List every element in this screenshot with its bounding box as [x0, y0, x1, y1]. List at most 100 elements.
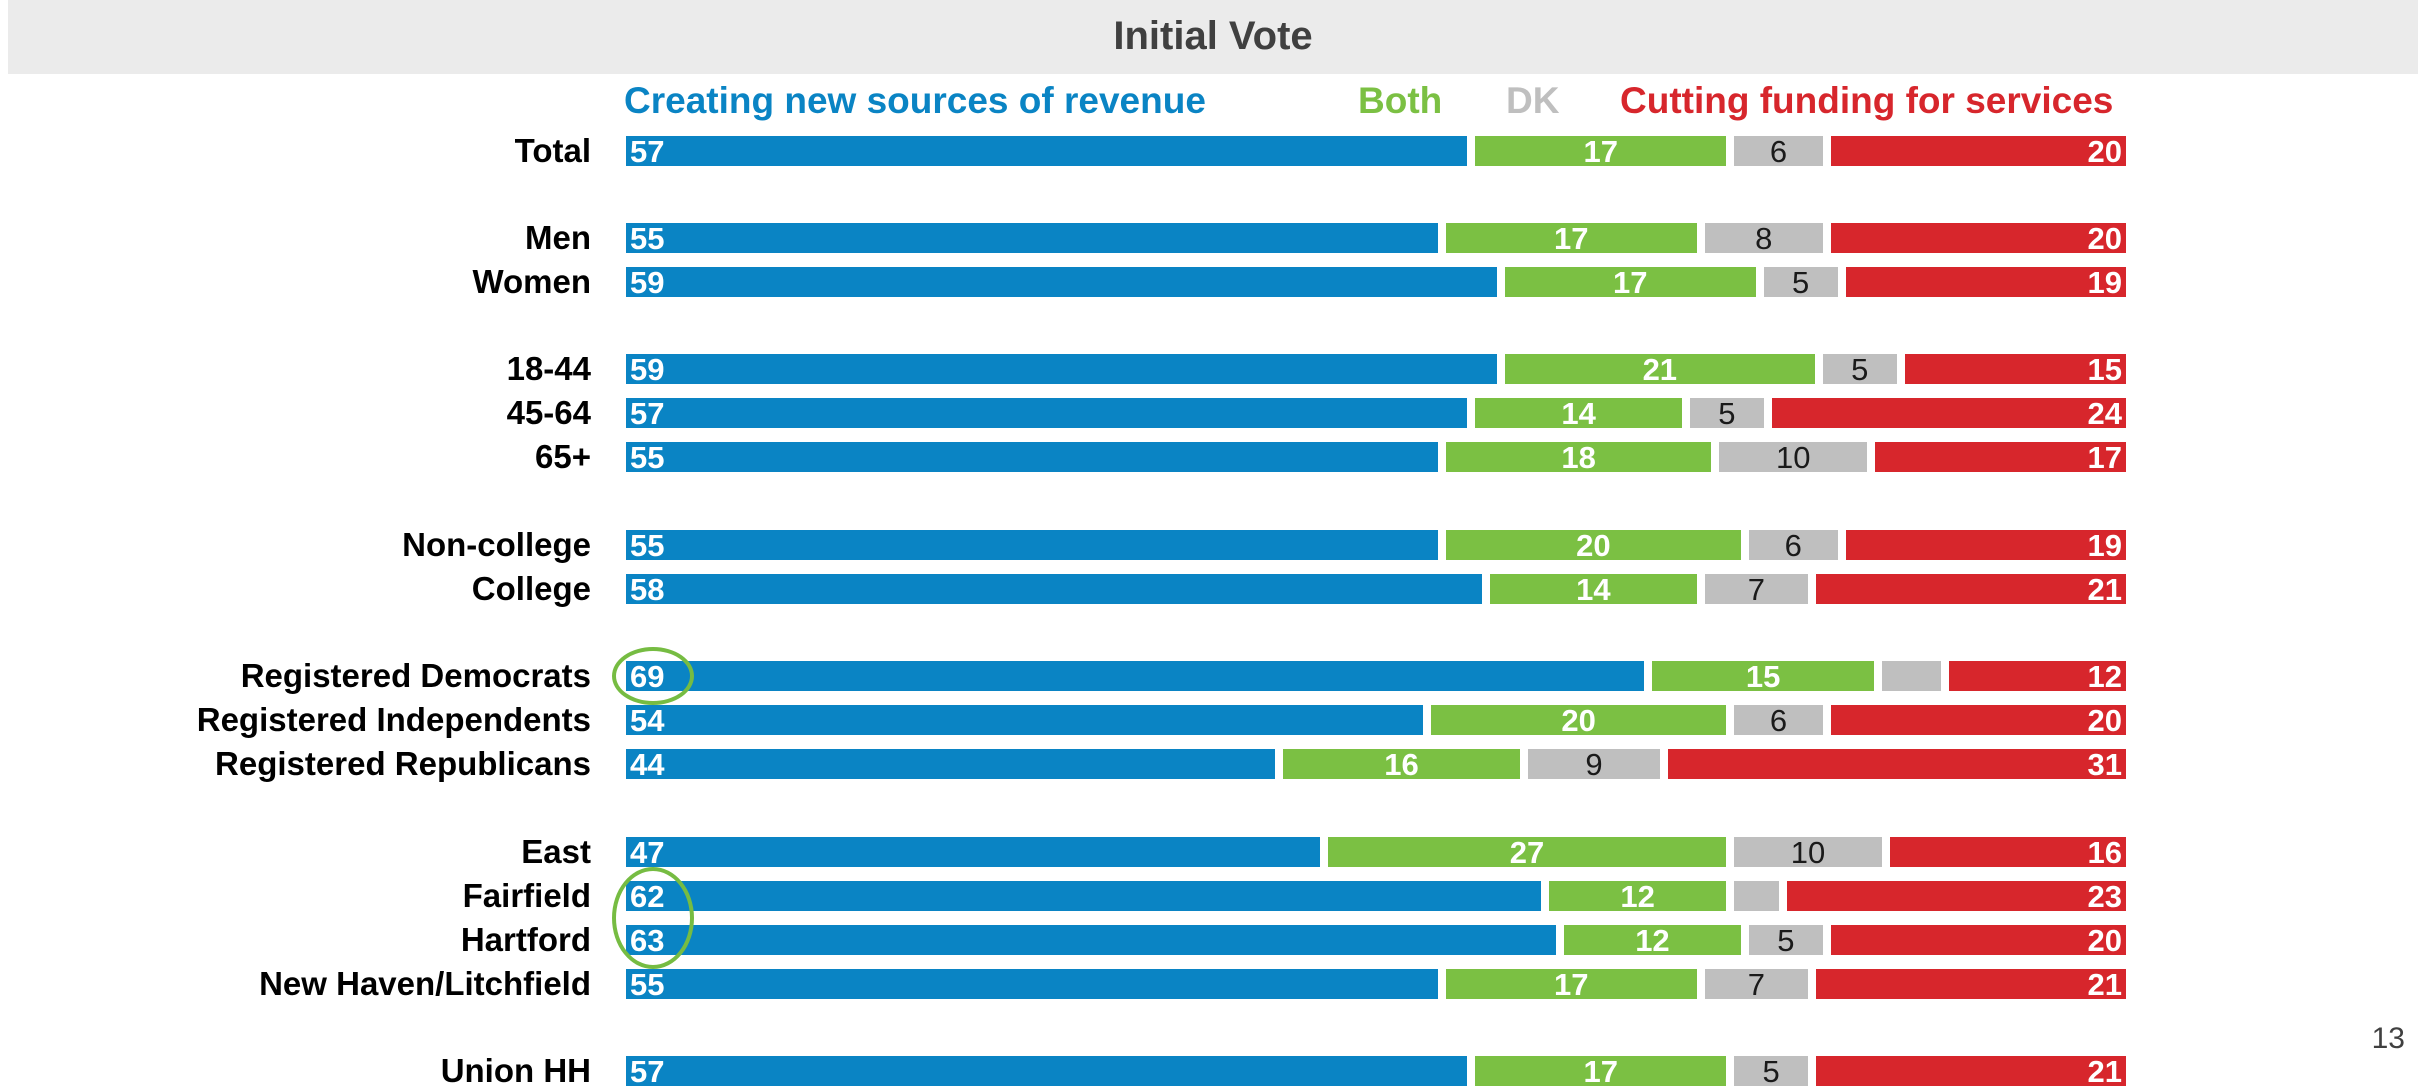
row-label: Registered Independents: [196, 701, 591, 738]
value-label-revenue: 57: [630, 396, 665, 431]
bar-revenue: 59: [626, 352, 1497, 387]
value-label-both: 12: [1635, 923, 1670, 958]
row-label: Registered Democrats: [240, 657, 591, 694]
value-label-both: 15: [1745, 659, 1781, 694]
bar-revenue: 69: [626, 661, 1645, 693]
value-label-both: 17: [1613, 265, 1648, 300]
value-label-cut: 20: [2087, 923, 2122, 958]
value-label-dk: 7: [1747, 967, 1765, 1002]
value-label-revenue: 55: [630, 221, 665, 256]
value-label-dk: 9: [1585, 747, 1603, 782]
bar-dk: 5: [1763, 265, 1838, 300]
bar-cut: 21: [1816, 1054, 2126, 1089]
value-label-dk: 10: [1776, 440, 1811, 475]
value-label-revenue: 55: [630, 967, 665, 1002]
bar-cut: 21: [1816, 969, 2126, 1001]
value-label-both: 17: [1583, 1054, 1618, 1089]
value-label-dk: 8: [1755, 221, 1773, 256]
value-label-dk: [1882, 661, 1941, 691]
row-label: Union HH: [440, 1052, 591, 1089]
bar-both: 20: [1431, 705, 1727, 737]
bar-both: 17: [1445, 967, 1697, 1002]
bar-revenue: 47: [626, 835, 1320, 870]
bar-both: 17: [1504, 265, 1756, 300]
row-label: Hartford: [460, 921, 591, 958]
value-label-dk: 10: [1790, 835, 1826, 870]
bar-both: 14: [1490, 574, 1697, 606]
bar-dk: 6: [1749, 528, 1838, 563]
bar-dk: 10: [1734, 835, 1882, 870]
value-label-dk: 6: [1784, 528, 1802, 563]
value-label-revenue: 47: [630, 835, 665, 870]
row-label: College: [471, 570, 591, 607]
bar-revenue: 55: [626, 221, 1438, 256]
legend-revenue: Creating new sources of revenue: [624, 80, 1206, 121]
bar-dk: 7: [1704, 574, 1809, 606]
value-label-revenue: 57: [630, 134, 665, 169]
bar-revenue: 55: [626, 967, 1438, 1002]
bar-dk: 5: [1749, 925, 1823, 957]
value-label-both: 18: [1561, 440, 1596, 475]
bar-cut: 12: [1948, 661, 2126, 693]
highlight-ellipse: [612, 867, 694, 969]
bar-both: 27: [1327, 837, 1727, 869]
value-label-cut: 31: [2087, 747, 2122, 782]
highlight-ellipse: [612, 647, 694, 705]
bar-both: 20: [1445, 530, 1741, 562]
bar-dk: 6: [1734, 134, 1823, 169]
bar-cut: 24: [1771, 398, 2126, 430]
value-label-both: 12: [1620, 879, 1655, 914]
row-label: 18-44: [506, 350, 591, 387]
value-label-cut: 21: [2087, 1054, 2122, 1089]
bar-both: 12: [1563, 923, 1741, 958]
bar-dk: 7: [1704, 967, 1809, 1002]
bar-both: 17: [1475, 136, 1727, 168]
value-label-dk: 5: [1792, 265, 1810, 300]
header-band: Initial Vote: [8, 0, 2418, 74]
value-label-both: 17: [1554, 967, 1589, 1002]
value-label-cut: 17: [2087, 440, 2122, 475]
value-label-cut: 23: [2087, 879, 2122, 914]
value-label-revenue: 59: [630, 265, 665, 300]
value-label-cut: 21: [2087, 572, 2122, 607]
bar-revenue: 57: [626, 1054, 1468, 1089]
bar-revenue: 58: [626, 572, 1483, 607]
value-label-both: 21: [1642, 352, 1678, 387]
bar-dk: [1881, 661, 1941, 691]
bar-revenue: 59: [626, 265, 1497, 300]
bar-both: 12: [1549, 879, 1727, 914]
bar-dk: 6: [1734, 703, 1823, 738]
bar-revenue: 63: [626, 925, 1556, 957]
row-label: 45-64: [506, 394, 591, 431]
row-label: East: [521, 833, 591, 870]
bar-revenue: 57: [626, 396, 1468, 431]
value-label-cut: 20: [2087, 134, 2122, 169]
value-label-revenue: 57: [630, 1054, 665, 1089]
legend-cut: Cutting funding for services: [1620, 80, 2114, 121]
value-label-cut: 19: [2087, 528, 2122, 563]
value-label-dk: 6: [1769, 703, 1788, 738]
value-label-both: 16: [1384, 747, 1419, 782]
bar-dk: 8: [1704, 221, 1823, 256]
value-label-cut: 19: [2087, 265, 2122, 300]
bar-cut: 16: [1889, 837, 2126, 869]
bar-cut: 21: [1816, 572, 2126, 607]
value-label-dk: [1734, 881, 1778, 911]
value-label-dk: 6: [1769, 134, 1788, 169]
bar-both: 21: [1504, 352, 1815, 387]
bar-revenue: 55: [626, 442, 1438, 474]
bar-both: 14: [1475, 398, 1682, 430]
bar-revenue: 44: [626, 749, 1276, 781]
bar-cut: 20: [1830, 705, 2126, 737]
value-label-revenue: 59: [630, 352, 665, 387]
value-label-revenue: 54: [630, 703, 665, 738]
bar-cut: 20: [1830, 134, 2126, 169]
bar-cut: 20: [1830, 223, 2126, 255]
page-number: 13: [2371, 1022, 2405, 1055]
bar-dk: 5: [1822, 354, 1897, 386]
chart-title: Initial Vote: [1113, 14, 1313, 58]
value-label-cut: 15: [2087, 352, 2122, 387]
bar-dk: 9: [1527, 747, 1661, 782]
bar-revenue: 62: [626, 881, 1542, 913]
value-label-revenue: 58: [630, 572, 665, 607]
